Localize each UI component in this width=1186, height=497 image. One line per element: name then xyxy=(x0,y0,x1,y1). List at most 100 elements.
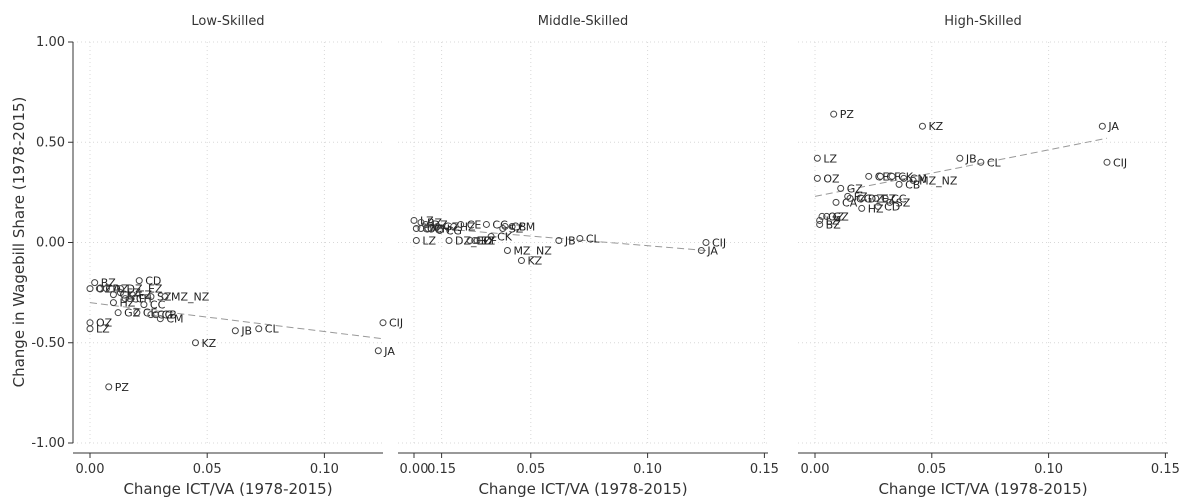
data-point xyxy=(424,224,432,232)
point-label: JA xyxy=(1107,120,1119,133)
point-label: BZ xyxy=(427,216,443,229)
x-tick-label: 0.15 xyxy=(427,462,456,477)
y-tick-label: 1.00 xyxy=(36,35,65,50)
point-label: KZ xyxy=(201,337,216,350)
x-tick-label: 0.00 xyxy=(76,462,105,477)
panel-3: 0.00 0.05 0.10 0.15 Change ICT/VA (1978-2015… xyxy=(798,14,1180,497)
point-label: EZ xyxy=(126,287,141,300)
data-point xyxy=(487,232,495,240)
x-tick-label: 0.15 xyxy=(1151,462,1180,477)
point-label: LZ xyxy=(826,214,840,227)
data-point xyxy=(86,319,94,327)
x-tick-label: 0.10 xyxy=(1034,462,1063,477)
data-point xyxy=(161,293,169,301)
data-point xyxy=(872,194,880,202)
x-tick-label: 0.05 xyxy=(917,462,946,477)
data-point xyxy=(837,184,845,192)
data-point xyxy=(116,285,124,293)
point-label: JA xyxy=(383,345,395,358)
data-point xyxy=(900,174,908,182)
point-label: JB xyxy=(240,325,252,338)
point-label: CM xyxy=(910,172,927,185)
x-tick-label: 0.05 xyxy=(516,462,545,477)
data-point xyxy=(858,194,866,202)
data-point xyxy=(379,319,387,327)
point-label: CD xyxy=(476,234,492,247)
point-label: CIJ xyxy=(389,317,403,330)
data-point xyxy=(844,192,852,200)
point-label: MZ_NZ xyxy=(513,245,552,258)
point-label: CB xyxy=(905,178,920,191)
data-point xyxy=(909,176,917,184)
data-point xyxy=(114,309,122,317)
point-label: LZ xyxy=(422,234,436,247)
data-point xyxy=(517,257,525,265)
data-point xyxy=(417,224,425,232)
point-label: LZ xyxy=(96,323,110,336)
point-label: KZ xyxy=(527,255,542,268)
data-point xyxy=(697,247,705,255)
data-point xyxy=(457,220,465,228)
data-point xyxy=(133,309,141,317)
data-point xyxy=(555,236,563,244)
data-point xyxy=(823,212,831,220)
data-point xyxy=(126,295,134,303)
data-point xyxy=(471,236,479,244)
point-label: CE xyxy=(467,218,482,231)
x-axis-title: Change ICT/VA (1978-2015) xyxy=(878,480,1087,497)
data-point xyxy=(816,220,824,228)
data-point xyxy=(255,325,263,333)
data-point xyxy=(135,277,143,285)
data-point xyxy=(830,110,838,118)
point-label: BZ xyxy=(826,218,842,231)
data-point xyxy=(102,285,110,293)
point-label: CM xyxy=(518,220,535,233)
point-label: CL xyxy=(586,232,601,245)
data-point xyxy=(433,222,441,230)
point-label: JA xyxy=(706,245,718,258)
data-point xyxy=(846,194,854,202)
data-point xyxy=(818,212,826,220)
data-point xyxy=(422,220,430,228)
data-point xyxy=(86,285,94,293)
data-point xyxy=(109,291,117,299)
data-point xyxy=(191,339,199,347)
data-point xyxy=(95,285,103,293)
point-label: OZ xyxy=(96,317,113,330)
data-point xyxy=(231,327,239,335)
point-label: JB xyxy=(965,152,977,165)
point-label: CF xyxy=(483,234,497,247)
data-point xyxy=(91,279,99,287)
panel-title: Middle-Skilled xyxy=(538,14,629,29)
data-point xyxy=(466,236,474,244)
data-point xyxy=(876,172,884,180)
point-label: CC xyxy=(891,192,907,205)
y-tick-label: 0.00 xyxy=(36,236,65,251)
data-point xyxy=(881,194,889,202)
data-point xyxy=(450,222,458,230)
data-point xyxy=(895,180,903,188)
y-axis-title: Change in Wagebill Share (1978-2015) xyxy=(10,97,28,388)
point-label: PZ xyxy=(840,108,855,121)
x-tick-label: 0.15 xyxy=(750,462,779,477)
x-tick-label: 0.10 xyxy=(310,462,339,477)
fit-line xyxy=(413,225,707,252)
data-point xyxy=(109,299,117,307)
data-point xyxy=(702,239,710,246)
point-label: GZ xyxy=(833,210,850,223)
panels: 0.00 0.05 0.10 0.15 Change ICT/VA (1978-2015… xyxy=(31,14,1180,497)
data-point xyxy=(503,247,511,255)
point-label: GZ xyxy=(847,182,864,195)
point-label: OZ xyxy=(823,172,840,185)
x-axis-title: Change ICT/VA (1978-2015) xyxy=(478,480,687,497)
data-point xyxy=(576,234,584,242)
point-label: CC xyxy=(492,218,508,231)
fit-line xyxy=(89,302,384,340)
point-label: OZ xyxy=(828,210,845,223)
data-point xyxy=(436,226,444,234)
point-label: DZ xyxy=(868,192,884,205)
panel-title: High-Skilled xyxy=(944,14,1021,29)
data-point xyxy=(977,158,985,166)
point-label: CL xyxy=(987,156,1002,169)
